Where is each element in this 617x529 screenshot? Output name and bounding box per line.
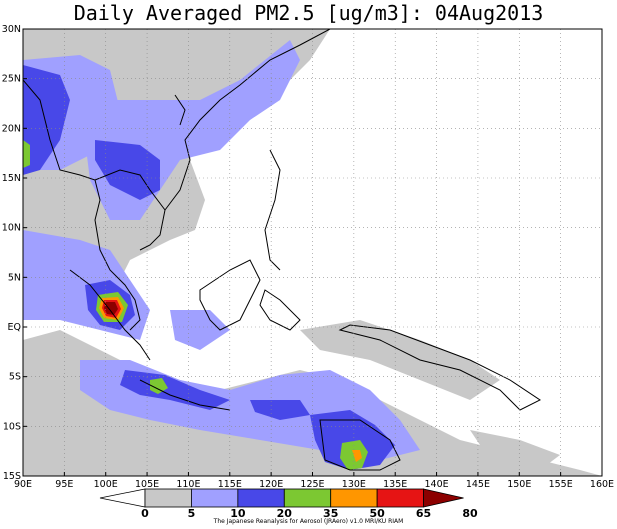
- latitude-labels: 30N 25N 20N 15N 10N 5N EQ 5S 10S 15S: [2, 24, 27, 482]
- lat-tick-label: 30N: [2, 24, 21, 35]
- lon-tick-label: 110E: [176, 479, 200, 490]
- colorbar-level-label: 50: [369, 507, 385, 520]
- colorbar-swatch: [191, 488, 239, 508]
- colorbar-level-label: 10: [230, 507, 246, 520]
- lat-tick-label: 5N: [8, 272, 21, 283]
- colorbar: 0 5 10 20 35 50 65 80: [99, 488, 478, 520]
- lat-tick-label: 15S: [3, 471, 21, 482]
- credit-line: The Japanese Reanalysis for Aerosol (JRA…: [213, 518, 404, 525]
- lon-tick-label: 90E: [14, 479, 32, 490]
- colorbar-swatch: [423, 488, 464, 508]
- colorbar-swatch: [237, 488, 285, 508]
- lat-tick-label: 15N: [2, 173, 21, 184]
- graticule: [23, 29, 602, 476]
- lon-tick-label: 100E: [94, 479, 118, 490]
- colorbar-level-label: 80: [462, 507, 478, 520]
- lat-tick-label: 5S: [9, 372, 21, 383]
- colorbar-swatch: [330, 488, 378, 508]
- field-80-plus: [104, 302, 118, 315]
- lat-tick-label: 20N: [2, 123, 21, 134]
- lon-tick-label: 150E: [507, 479, 531, 490]
- coastlines: [23, 29, 541, 471]
- lon-tick-label: 95E: [55, 479, 73, 490]
- longitude-labels: 90E 95E 100E 105E 110E 115E 120E 125E 130E 135E 14…: [14, 472, 614, 490]
- colorbar-swatch: [376, 488, 424, 508]
- lon-tick-label: 120E: [259, 479, 283, 490]
- colorbar-swatch: [283, 488, 332, 508]
- lat-tick-label: 10N: [2, 223, 21, 234]
- lon-tick-label: 115E: [218, 479, 242, 490]
- lon-tick-label: 155E: [549, 479, 573, 490]
- lon-tick-label: 160E: [590, 479, 614, 490]
- lat-tick-label: 25N: [2, 74, 21, 85]
- colorbar-level-label: 20: [277, 507, 293, 520]
- colorbar-level-label: 65: [416, 507, 431, 520]
- lat-tick-label: 10S: [3, 421, 21, 432]
- colorbar-level-label: 35: [323, 507, 338, 520]
- lon-tick-label: 140E: [425, 479, 449, 490]
- lon-tick-label: 105E: [135, 479, 159, 490]
- lon-tick-label: 135E: [383, 479, 407, 490]
- lon-tick-label: 125E: [300, 479, 324, 490]
- field-20-35: [23, 65, 395, 470]
- colorbar-swatch: [99, 488, 146, 508]
- lon-tick-label: 130E: [342, 479, 366, 490]
- lon-tick-label: 145E: [466, 479, 490, 490]
- concentration-fields: [23, 29, 602, 476]
- map-title: Daily Averaged PM2.5 [ug/m3]: 04Aug2013: [73, 1, 544, 25]
- colorbar-swatch: [144, 488, 192, 508]
- colorbar-level-label: 5: [188, 507, 196, 520]
- lat-tick-label: EQ: [8, 322, 21, 333]
- colorbar-level-label: 0: [141, 507, 149, 520]
